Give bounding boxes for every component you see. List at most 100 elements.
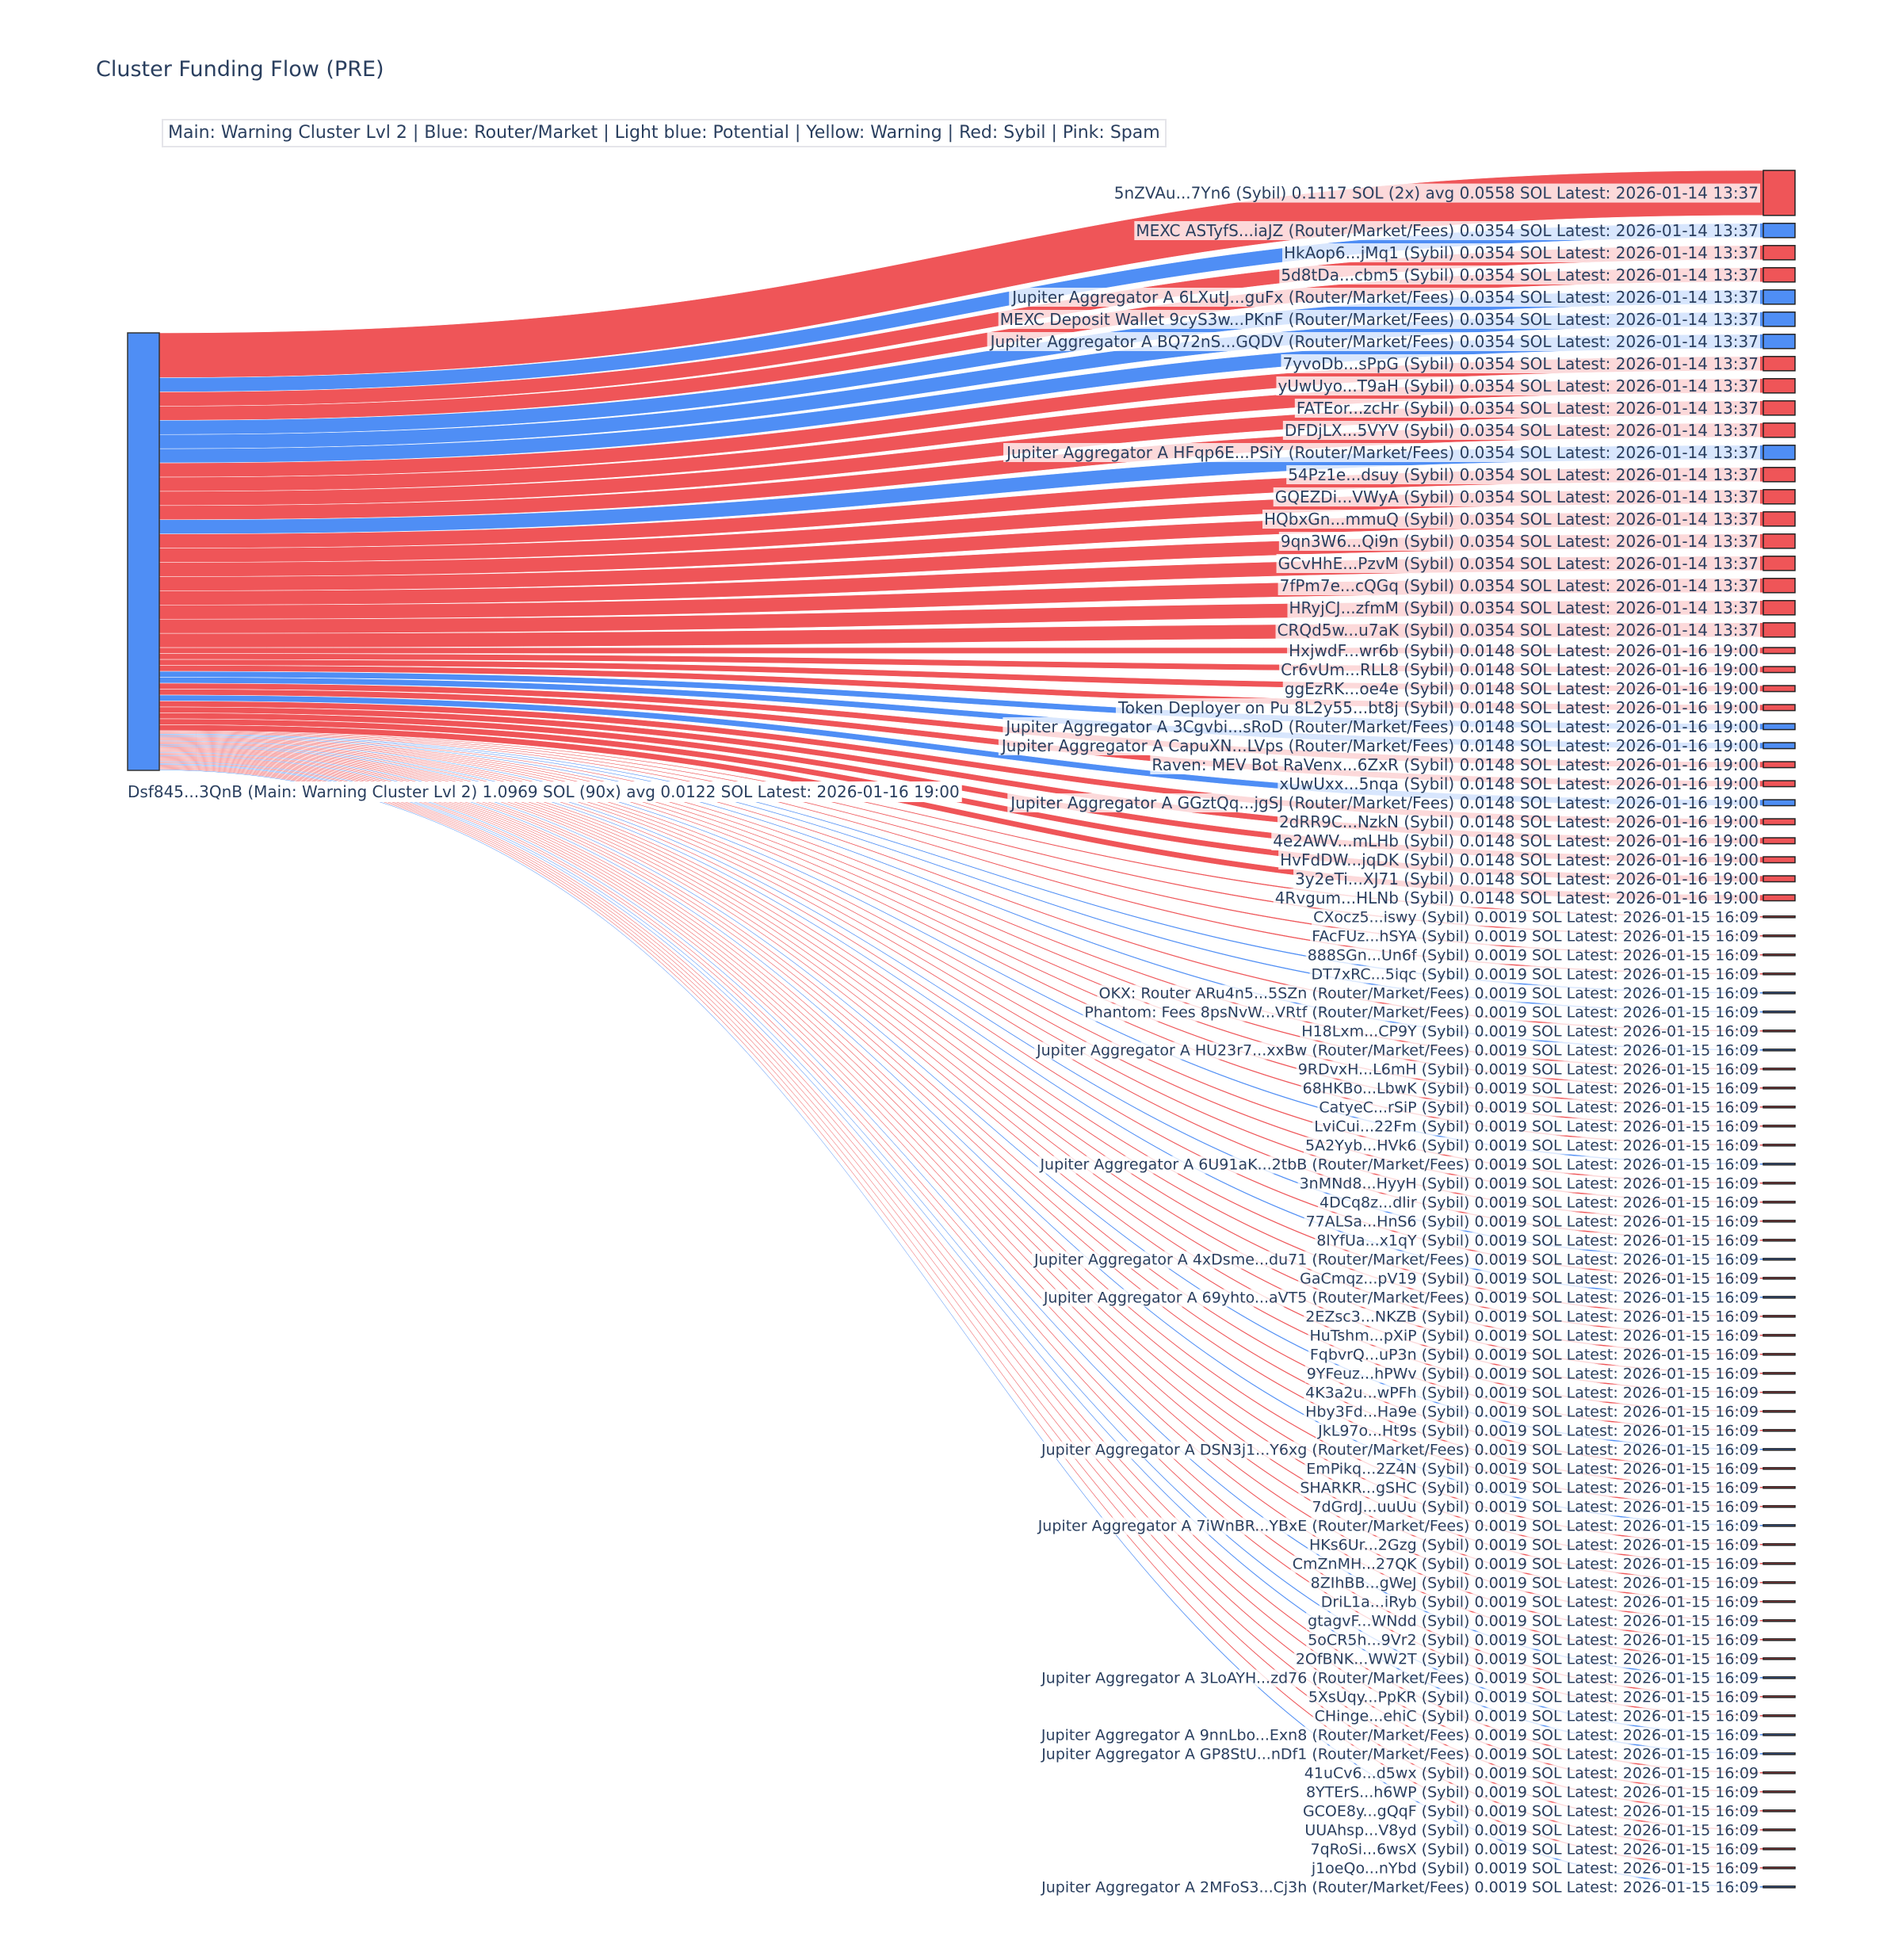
target-node[interactable] <box>1763 723 1796 731</box>
target-node[interactable] <box>1763 467 1796 483</box>
target-node[interactable] <box>1763 953 1796 957</box>
target-node[interactable] <box>1763 1163 1796 1166</box>
target-node-label: HkAop6...jMq1 (Sybil) 0.0354 SOL Latest:… <box>1284 243 1759 262</box>
target-node[interactable] <box>1763 1201 1796 1204</box>
target-node[interactable] <box>1763 1125 1796 1128</box>
target-node[interactable] <box>1763 334 1796 350</box>
target-node[interactable] <box>1763 1657 1796 1660</box>
target-node[interactable] <box>1763 991 1796 995</box>
target-node-label: Phantom: Fees 8psNvW...VRtf (Router/Mark… <box>1084 1004 1759 1022</box>
target-node[interactable] <box>1763 622 1796 638</box>
target-node[interactable] <box>1763 742 1796 750</box>
target-node[interactable] <box>1763 1676 1796 1679</box>
target-node[interactable] <box>1763 1828 1796 1832</box>
target-node[interactable] <box>1763 1334 1796 1337</box>
target-node[interactable] <box>1763 685 1796 693</box>
target-node[interactable] <box>1763 780 1796 788</box>
target-node[interactable] <box>1763 1638 1796 1641</box>
target-node[interactable] <box>1763 837 1796 845</box>
source-node[interactable] <box>127 332 160 771</box>
target-node[interactable] <box>1763 1714 1796 1717</box>
target-node[interactable] <box>1763 1467 1796 1470</box>
target-node[interactable] <box>1763 875 1796 883</box>
label-background <box>1281 353 1760 373</box>
target-node[interactable] <box>1763 1733 1796 1736</box>
target-node[interactable] <box>1763 1220 1796 1223</box>
target-node[interactable] <box>1763 818 1796 826</box>
target-node[interactable] <box>1763 556 1796 571</box>
target-node-label: DFDjLX...5VYV (Sybil) 0.0354 SOL Latest:… <box>1285 421 1759 440</box>
target-node[interactable] <box>1763 1448 1796 1451</box>
target-node[interactable] <box>1763 1144 1796 1147</box>
target-node[interactable] <box>1763 1543 1796 1546</box>
target-node[interactable] <box>1763 170 1796 216</box>
target-node[interactable] <box>1763 1505 1796 1508</box>
target-node[interactable] <box>1763 1277 1796 1280</box>
target-node[interactable] <box>1763 1695 1796 1698</box>
target-node[interactable] <box>1763 972 1796 976</box>
target-node[interactable] <box>1763 1486 1796 1489</box>
label-background <box>1262 509 1760 529</box>
target-node-label: 5oCR5h...9Vr2 (Sybil) 0.0019 SOL Latest:… <box>1308 1632 1759 1649</box>
target-node[interactable] <box>1763 1752 1796 1756</box>
target-node[interactable] <box>1763 223 1796 239</box>
target-node[interactable] <box>1763 1771 1796 1775</box>
target-node[interactable] <box>1763 267 1796 283</box>
target-node[interactable] <box>1763 894 1796 902</box>
target-node[interactable] <box>1763 311 1796 327</box>
target-node[interactable] <box>1763 1847 1796 1851</box>
target-node[interactable] <box>1763 1391 1796 1394</box>
target-node[interactable] <box>1763 445 1796 460</box>
target-node[interactable] <box>1763 1372 1796 1375</box>
target-node[interactable] <box>1763 1581 1796 1584</box>
target-node[interactable] <box>1763 600 1796 616</box>
target-node[interactable] <box>1763 511 1796 527</box>
target-node[interactable] <box>1763 1885 1796 1889</box>
target-node[interactable] <box>1763 1049 1796 1052</box>
target-node[interactable] <box>1763 1353 1796 1356</box>
target-node[interactable] <box>1763 1068 1796 1071</box>
target-node[interactable] <box>1763 856 1796 864</box>
target-node-label: 5nZVAu...7Yn6 (Sybil) 0.1117 SOL (2x) av… <box>1114 184 1759 203</box>
target-node[interactable] <box>1763 1258 1796 1261</box>
target-node[interactable] <box>1763 1429 1796 1432</box>
target-node[interactable] <box>1763 1524 1796 1527</box>
target-node[interactable] <box>1763 489 1796 505</box>
target-node[interactable] <box>1763 1410 1796 1413</box>
target-node[interactable] <box>1763 1011 1796 1014</box>
target-node[interactable] <box>1763 289 1796 305</box>
target-node[interactable] <box>1763 934 1796 938</box>
target-node[interactable] <box>1763 704 1796 712</box>
target-node[interactable] <box>1763 245 1796 261</box>
target-node[interactable] <box>1763 1030 1796 1033</box>
target-node[interactable] <box>1763 1790 1796 1794</box>
target-node[interactable] <box>1763 1866 1796 1870</box>
target-node[interactable] <box>1763 356 1796 372</box>
target-node[interactable] <box>1763 1087 1796 1090</box>
target-node[interactable] <box>1763 1562 1796 1565</box>
target-node[interactable] <box>1763 533 1796 549</box>
target-node[interactable] <box>1763 799 1796 807</box>
target-node[interactable] <box>1763 1106 1796 1109</box>
target-node[interactable] <box>1763 578 1796 594</box>
label-background <box>987 331 1760 351</box>
target-node-label: 5A2Yyb...HVk6 (Sybil) 0.0019 SOL Latest:… <box>1305 1137 1759 1155</box>
label-background <box>1317 1098 1760 1117</box>
target-node[interactable] <box>1763 422 1796 438</box>
target-node[interactable] <box>1763 378 1796 394</box>
target-node[interactable] <box>1763 1600 1796 1603</box>
target-node[interactable] <box>1763 647 1796 655</box>
target-node-label: Jupiter Aggregator A 3LoAYH...zd76 (Rout… <box>1041 1670 1759 1687</box>
target-node[interactable] <box>1763 400 1796 416</box>
target-node[interactable] <box>1763 1239 1796 1242</box>
target-node[interactable] <box>1763 1619 1796 1622</box>
target-node[interactable] <box>1763 1809 1796 1813</box>
target-node[interactable] <box>1763 761 1796 769</box>
target-node[interactable] <box>1763 1315 1796 1318</box>
target-node[interactable] <box>1763 915 1796 919</box>
target-node-label: 7fPm7e...cQGq (Sybil) 0.0354 SOL Latest:… <box>1280 576 1759 595</box>
target-node-label: H18Lxm...CP9Y (Sybil) 0.0019 SOL Latest:… <box>1301 1023 1759 1041</box>
target-node[interactable] <box>1763 666 1796 674</box>
target-node[interactable] <box>1763 1182 1796 1185</box>
target-node[interactable] <box>1763 1296 1796 1299</box>
